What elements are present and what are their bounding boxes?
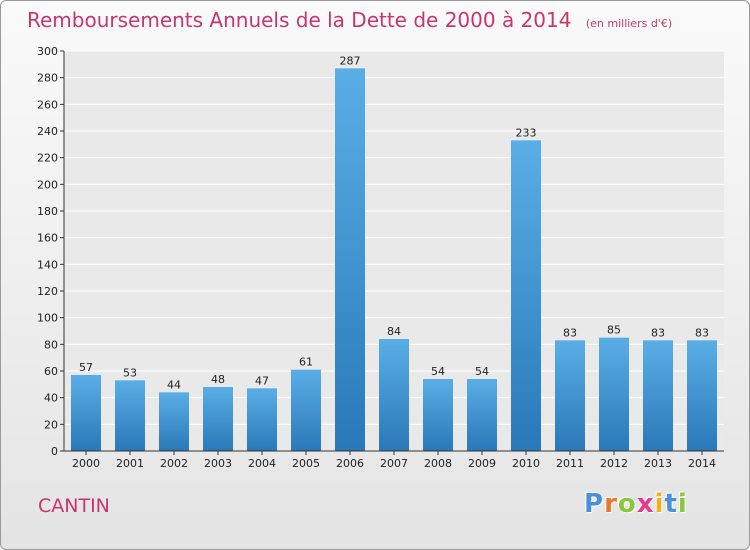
x-tick-label: 2003 [204, 457, 232, 470]
logo-letter: r [604, 489, 618, 519]
x-tick-label: 2009 [468, 457, 496, 470]
x-tick-label: 2013 [644, 457, 672, 470]
y-tick-label: 100 [37, 312, 58, 325]
logo-letter: x [636, 489, 655, 519]
unit-subtitle: (en milliers d'€) [585, 17, 673, 30]
bar [379, 339, 409, 451]
bar-value-label: 61 [299, 356, 313, 369]
bar [247, 388, 277, 451]
y-tick-label: 260 [37, 98, 58, 111]
logo-letter: P [584, 489, 605, 519]
x-tick-label: 2007 [380, 457, 408, 470]
y-tick-label: 120 [37, 285, 58, 298]
x-tick-label: 2000 [72, 457, 100, 470]
bar [291, 369, 321, 451]
x-tick-label: 2005 [292, 457, 320, 470]
bar [203, 387, 233, 451]
bar [555, 340, 585, 451]
bar [643, 340, 673, 451]
x-tick-label: 2012 [600, 457, 628, 470]
bar-value-label: 57 [79, 361, 93, 374]
y-tick-label: 80 [44, 338, 58, 351]
x-tick-label: 2002 [160, 457, 188, 470]
y-tick-label: 0 [51, 445, 58, 458]
logo-letter: i [677, 489, 688, 519]
bar [71, 375, 101, 451]
bar [423, 379, 453, 451]
bar-value-label: 83 [563, 326, 577, 339]
bar-value-label: 83 [651, 326, 665, 339]
bar [159, 392, 189, 451]
x-tick-label: 2011 [556, 457, 584, 470]
y-tick-label: 300 [37, 45, 58, 58]
x-tick-label: 2001 [116, 457, 144, 470]
y-tick-label: 140 [37, 258, 58, 271]
bar [599, 337, 629, 451]
bar-value-label: 85 [607, 324, 621, 337]
logo-letter: t [664, 489, 678, 519]
y-tick-label: 160 [37, 232, 58, 245]
bar [687, 340, 717, 451]
y-axis: 0 20 40 60 80 100 120 140 160 180 200 220 240 260 280 3… [37, 45, 64, 458]
bar-value-label: 233 [516, 126, 537, 139]
proxiti-logo: Proxiti [584, 489, 688, 519]
bar [335, 68, 365, 451]
bar-value-label: 54 [475, 365, 489, 378]
y-tick-label: 240 [37, 125, 58, 138]
bar [511, 140, 541, 452]
bar-value-label: 84 [387, 325, 401, 338]
bar-value-label: 54 [431, 365, 445, 378]
bar-value-label: 83 [695, 326, 709, 339]
bars-group: 57 53 44 48 47 61 287 84 54 54 233 83 85 83 83 [71, 54, 717, 452]
y-tick-label: 40 [44, 392, 58, 405]
title-text: Remboursements Annuels de la Dette de 20… [27, 8, 572, 32]
chart-title: Remboursements Annuels de la Dette de 20… [27, 8, 672, 32]
y-tick-label: 200 [37, 178, 58, 191]
bar [115, 380, 145, 451]
x-axis: 2000 2001 2002 2003 2004 2005 2006 2007 2008 2009… [72, 451, 716, 470]
bar-value-label: 48 [211, 373, 225, 386]
bar-value-label: 287 [340, 54, 361, 67]
bar-value-label: 53 [123, 366, 137, 379]
x-tick-label: 2014 [688, 457, 716, 470]
commune-name: CANTIN [38, 495, 110, 517]
y-tick-label: 280 [37, 72, 58, 85]
x-tick-label: 2008 [424, 457, 452, 470]
bar-value-label: 44 [167, 378, 181, 391]
y-tick-label: 20 [44, 418, 58, 431]
x-tick-label: 2010 [512, 457, 540, 470]
bar-value-label: 47 [255, 374, 269, 387]
logo-letter: i [654, 489, 665, 519]
y-tick-label: 60 [44, 365, 58, 378]
logo-letter: o [617, 489, 637, 519]
y-tick-label: 180 [37, 205, 58, 218]
x-tick-label: 2004 [248, 457, 276, 470]
y-tick-label: 220 [37, 152, 58, 165]
bar [467, 379, 497, 451]
x-tick-label: 2006 [336, 457, 364, 470]
